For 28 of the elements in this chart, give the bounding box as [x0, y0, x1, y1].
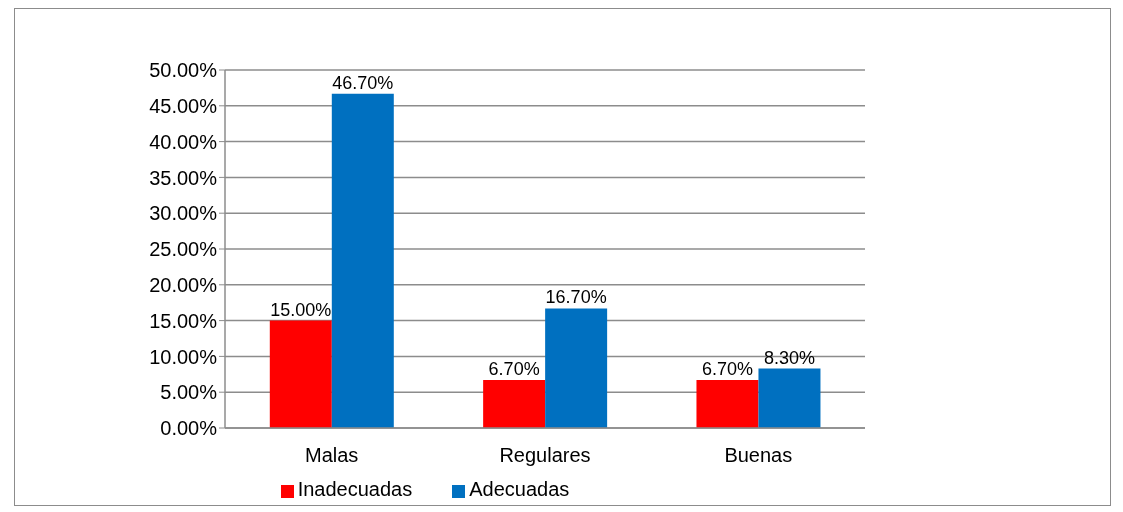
legend-label: Inadecuadas	[297, 478, 413, 500]
y-tick-label: 35.00%	[149, 166, 218, 189]
bar	[269, 320, 332, 428]
data-label: 46.70%	[332, 72, 394, 93]
data-label: 8.30%	[763, 347, 815, 368]
y-tick-label: 15.00%	[149, 309, 218, 332]
y-tick-label: 5.00%	[160, 381, 218, 404]
y-tick-label: 10.00%	[149, 345, 218, 368]
y-tick-label: 20.00%	[149, 273, 218, 296]
y-tick-label: 25.00%	[149, 238, 218, 261]
data-label: 16.70%	[545, 287, 607, 308]
x-tick-label: Regulares	[499, 444, 591, 467]
x-tick-label: Buenas	[724, 444, 793, 467]
data-label: 6.70%	[488, 359, 540, 380]
y-tick-label: 30.00%	[149, 202, 218, 225]
y-tick-label: 0.00%	[160, 417, 218, 440]
y-tick-label: 50.00%	[149, 59, 218, 82]
y-tick-label: 40.00%	[149, 130, 218, 153]
bar	[696, 380, 759, 428]
bar	[545, 308, 608, 428]
legend-label: Adecuadas	[469, 478, 570, 500]
bar	[331, 93, 394, 428]
data-label: 15.00%	[270, 299, 332, 320]
data-label: 6.70%	[701, 359, 753, 380]
x-tick-label: Malas	[304, 444, 359, 467]
y-tick-label: 45.00%	[149, 94, 218, 117]
bar	[758, 368, 821, 428]
bar	[483, 380, 546, 428]
